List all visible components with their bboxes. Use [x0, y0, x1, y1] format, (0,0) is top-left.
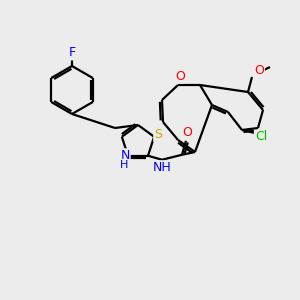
- Text: N: N: [120, 149, 130, 162]
- Text: O: O: [254, 64, 264, 77]
- Text: Cl: Cl: [255, 130, 267, 143]
- Text: O: O: [182, 126, 192, 139]
- Text: NH: NH: [153, 161, 171, 174]
- Text: F: F: [68, 46, 76, 59]
- Text: S: S: [154, 128, 162, 141]
- Text: O: O: [175, 70, 185, 83]
- Text: H: H: [120, 160, 128, 170]
